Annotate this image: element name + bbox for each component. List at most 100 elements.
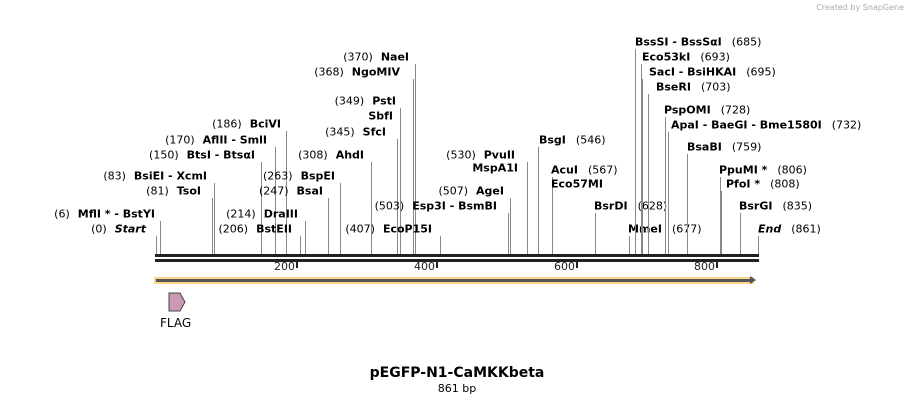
site-position: (861)	[791, 222, 821, 236]
site-label[interactable]: (247) BsaI	[259, 185, 323, 198]
site-label[interactable]: SacI - BsiHKAI (695)	[649, 66, 776, 79]
site-name: PpuMI *	[719, 163, 768, 177]
cut-site-line	[160, 221, 161, 254]
cut-site-line	[740, 213, 741, 254]
site-position: (407)	[345, 222, 375, 236]
site-label[interactable]: (263) BspEI	[263, 170, 335, 183]
site-label[interactable]: PspOMI (728)	[664, 104, 750, 117]
site-position: (345)	[325, 125, 355, 139]
orf-arrow-head	[750, 276, 756, 284]
site-label[interactable]: (83) BsiEI - XcmI	[103, 170, 207, 183]
site-label[interactable]: (150) BtsI - BtsαI	[149, 149, 255, 162]
site-position: (703)	[700, 80, 731, 94]
site-label[interactable]: MmeI (677)	[628, 223, 702, 236]
site-label[interactable]: (370) NaeI	[343, 51, 409, 64]
site-label[interactable]: BsrDI (628)	[594, 200, 667, 213]
site-name: BseRI	[656, 80, 691, 94]
cut-site-line	[328, 198, 329, 254]
site-name: PvuII	[483, 148, 515, 162]
cut-site-line	[721, 191, 722, 254]
site-label[interactable]: (530) PvuII	[446, 149, 515, 162]
site-name: BsrDI	[594, 199, 628, 213]
site-label[interactable]: ApaI - BaeGI - Bme1580I (732)	[671, 119, 861, 132]
site-label[interactable]: BsrGI (835)	[739, 200, 812, 213]
site-name: Start	[114, 222, 146, 236]
flag-feature-arrow-icon[interactable]	[168, 290, 188, 314]
site-position: (81)	[146, 184, 169, 198]
site-label[interactable]: (349) PstI	[335, 95, 396, 108]
cut-site-line	[538, 147, 539, 254]
site-label[interactable]: SbfI	[360, 110, 393, 123]
cut-site-line	[275, 147, 276, 254]
site-name: NaeI	[380, 50, 409, 64]
site-label[interactable]: AcuI (567)	[551, 164, 618, 177]
site-name: SbfI	[368, 109, 393, 123]
site-position: (206)	[218, 222, 249, 236]
site-label[interactable]: Eco57MI	[551, 178, 613, 191]
site-label[interactable]: (206) BstEII	[219, 223, 292, 236]
cut-site-line	[156, 236, 157, 254]
site-name: BsiEI - XcmI	[133, 169, 207, 183]
site-label[interactable]: PfoI * (808)	[726, 178, 800, 191]
site-label[interactable]: (507) AgeI	[438, 185, 504, 198]
site-label[interactable]: (503) Esp3I - BsmBI	[375, 200, 497, 213]
cut-site-line	[286, 131, 287, 254]
cut-site-line	[642, 79, 643, 254]
site-name: AcuI	[551, 163, 578, 177]
site-label[interactable]: Eco53kI (693)	[642, 51, 730, 64]
site-position: (370)	[343, 50, 373, 64]
site-position: (247)	[258, 184, 289, 198]
cut-site-line	[648, 94, 649, 254]
site-label[interactable]: PpuMI * (806)	[719, 164, 807, 177]
site-name: BssSI - BssSαI	[635, 35, 722, 49]
site-label[interactable]: (214) DraIII	[226, 208, 298, 221]
site-name: SacI - BsiHKAI	[649, 65, 737, 79]
site-label[interactable]: End (861)	[758, 223, 821, 236]
site-name: SfcI	[362, 125, 386, 139]
site-position: (6)	[54, 207, 70, 221]
site-label[interactable]: (6) MflI * - BstYI	[54, 208, 155, 221]
cut-site-line	[440, 236, 441, 254]
site-position: (732)	[831, 118, 862, 132]
site-name: End	[758, 222, 782, 236]
cut-site-line	[595, 213, 596, 254]
cut-site-line	[415, 64, 416, 254]
site-position: (628)	[637, 199, 668, 213]
site-name: BtsI - BtsαI	[186, 148, 255, 162]
cut-site-line	[635, 49, 636, 254]
site-label[interactable]: (170) AflII - SmlI	[165, 134, 267, 147]
site-label[interactable]: (308) AhdI	[298, 149, 364, 162]
site-position: (728)	[720, 103, 751, 117]
site-position: (546)	[575, 133, 606, 147]
site-name: MmeI	[628, 222, 662, 236]
site-position: (170)	[165, 133, 195, 147]
cut-site-line	[300, 236, 301, 254]
site-label[interactable]: (345) SfcI	[325, 126, 386, 139]
site-label[interactable]: MspA1I	[464, 162, 518, 175]
site-label[interactable]: (0) Start	[91, 223, 146, 236]
site-position: (808)	[770, 177, 800, 191]
cut-site-line	[668, 132, 669, 254]
site-label[interactable]: (407) EcoP15I	[345, 223, 432, 236]
site-name: TsoI	[176, 184, 201, 198]
site-position: (567)	[587, 163, 618, 177]
site-name: EcoP15I	[382, 222, 432, 236]
site-label[interactable]: (186) BciVI	[212, 118, 281, 131]
site-name: BspEI	[300, 169, 335, 183]
cut-site-line	[400, 108, 401, 254]
site-position: (693)	[700, 50, 730, 64]
cut-site-line	[371, 162, 372, 254]
site-label[interactable]: BsaBI (759)	[687, 141, 761, 154]
site-label[interactable]: BssSI - BssSαI (685)	[635, 36, 761, 49]
site-name: AhdI	[335, 148, 364, 162]
site-label[interactable]: (81) TsoI	[146, 185, 201, 198]
orf-feature-arrow[interactable]	[156, 279, 752, 282]
ruler-tick	[296, 260, 298, 268]
site-name: BstEII	[256, 222, 292, 236]
site-name: BsaBI	[687, 140, 722, 154]
site-label[interactable]: BsgI (546)	[539, 134, 606, 147]
site-name: NgoMIV	[351, 65, 400, 79]
site-label[interactable]: (368) NgoMIV	[314, 66, 400, 79]
site-position: (0)	[91, 222, 107, 236]
site-label[interactable]: BseRI (703)	[656, 81, 731, 94]
